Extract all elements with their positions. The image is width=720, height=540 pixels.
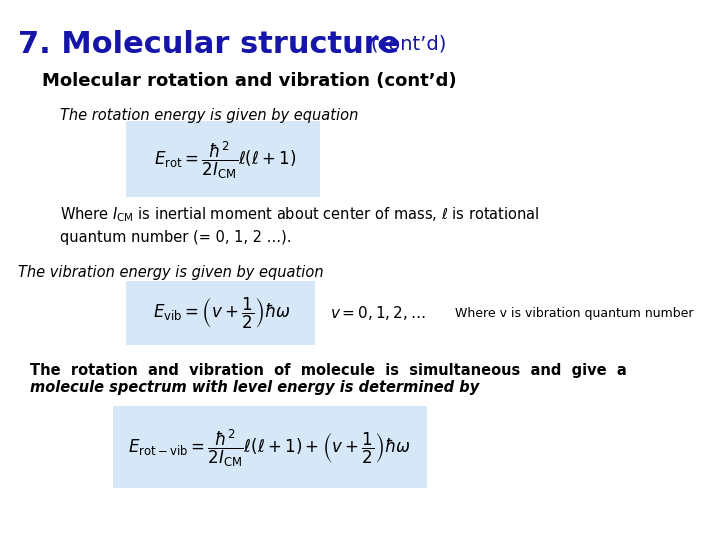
FancyBboxPatch shape	[113, 406, 427, 488]
Text: $E_{\mathrm{rot}} = \dfrac{\hbar^2}{2I_{\mathrm{CM}}} \ell(\ell + 1)$: $E_{\mathrm{rot}} = \dfrac{\hbar^2}{2I_{…	[154, 139, 296, 181]
Text: (cont’d): (cont’d)	[370, 34, 446, 53]
FancyBboxPatch shape	[126, 281, 315, 345]
Text: The vibration energy is given by equation: The vibration energy is given by equatio…	[18, 265, 323, 280]
Text: Where $I_{\mathrm{CM}}$ is inertial moment about center of mass, $\ell$ is rotat: Where $I_{\mathrm{CM}}$ is inertial mome…	[60, 205, 539, 245]
Text: $E_{\mathrm{vib}} = \left(v + \dfrac{1}{2}\right)\hbar\omega$: $E_{\mathrm{vib}} = \left(v + \dfrac{1}{…	[153, 295, 291, 330]
Text: Where v is vibration quantum number: Where v is vibration quantum number	[455, 307, 693, 320]
Text: $E_{\mathrm{rot-vib}} = \dfrac{\hbar^2}{2I_{\mathrm{CM}}} \ell(\ell + 1) + \left: $E_{\mathrm{rot-vib}} = \dfrac{\hbar^2}{…	[128, 427, 412, 469]
Text: $v = 0, 1, 2, \ldots$: $v = 0, 1, 2, \ldots$	[330, 304, 426, 322]
Text: molecule spectrum with level energy is determined by: molecule spectrum with level energy is d…	[30, 380, 480, 395]
FancyBboxPatch shape	[126, 121, 320, 197]
Text: Molecular rotation and vibration (cont’d): Molecular rotation and vibration (cont’d…	[42, 72, 456, 90]
Text: The rotation energy is given by equation: The rotation energy is given by equation	[60, 108, 359, 123]
Text: 7. Molecular structure: 7. Molecular structure	[18, 30, 400, 59]
Text: The  rotation  and  vibration  of  molecule  is  simultaneous  and  give  a: The rotation and vibration of molecule i…	[30, 363, 626, 378]
